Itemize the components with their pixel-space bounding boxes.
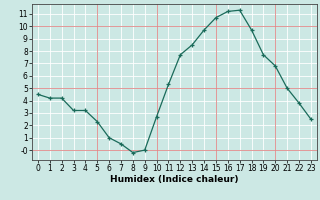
X-axis label: Humidex (Indice chaleur): Humidex (Indice chaleur) bbox=[110, 175, 239, 184]
